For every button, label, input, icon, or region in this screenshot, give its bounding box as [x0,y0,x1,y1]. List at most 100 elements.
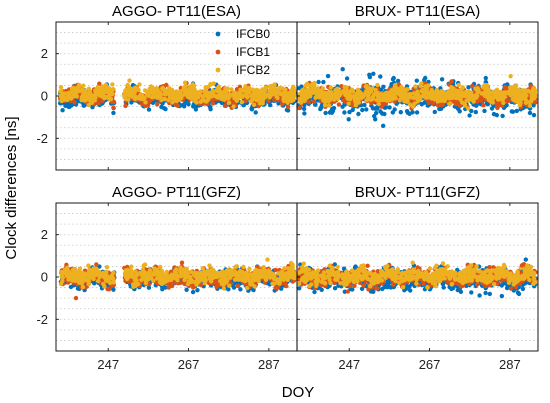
point-ifcb2 [257,101,263,106]
point-ifcb2 [375,82,380,88]
point-ifcb2 [228,275,233,280]
point-ifcb1 [311,99,317,104]
point-ifcb2 [443,96,449,101]
point-ifcb0 [92,281,97,286]
point-ifcb2 [133,96,138,102]
point-ifcb2 [102,96,107,101]
point-ifcb1 [457,103,463,109]
point-ifcb0 [180,102,185,108]
point-ifcb2 [68,95,74,100]
point-ifcb2 [384,98,390,103]
point-ifcb0 [514,108,519,114]
point-ifcb2 [415,99,420,104]
point-ifcb2 [327,90,333,95]
point-ifcb2 [427,91,433,96]
point-ifcb2 [453,92,458,97]
point-ifcb2 [397,98,402,103]
point-ifcb2 [494,87,500,93]
point-ifcb0 [482,108,487,114]
point-ifcb2 [413,84,418,89]
points-brux_esa [297,67,538,128]
point-ifcb2 [319,91,324,96]
point-ifcb0 [97,264,102,269]
point-ifcb2 [193,94,199,99]
point-ifcb2 [243,84,248,89]
y-tick-label: 2 [41,46,48,61]
point-ifcb2 [192,98,198,104]
point-ifcb2 [257,92,262,98]
point-ifcb0 [414,110,420,115]
point-ifcb2 [380,97,386,103]
point-ifcb2 [142,95,147,101]
point-ifcb2 [188,269,194,275]
point-ifcb0 [238,287,243,292]
point-ifcb2 [510,90,516,96]
point-ifcb1 [481,103,486,108]
point-ifcb2 [270,281,275,286]
point-ifcb1 [97,81,102,86]
point-ifcb2 [260,96,265,102]
point-ifcb1 [502,85,507,91]
point-ifcb0 [391,75,396,81]
point-ifcb2 [249,94,255,99]
point-ifcb1 [273,267,278,273]
point-ifcb2 [92,98,98,103]
point-ifcb2 [510,96,516,102]
point-ifcb2 [508,74,513,79]
point-ifcb1 [297,105,302,111]
point-ifcb2 [170,95,175,101]
point-ifcb2 [109,92,114,97]
point-ifcb2 [325,93,330,98]
point-ifcb1 [435,103,441,108]
point-ifcb0 [381,84,386,90]
point-ifcb0 [226,287,231,292]
point-ifcb0 [500,113,505,119]
point-ifcb2 [170,100,175,105]
point-ifcb2 [89,93,95,98]
point-ifcb2 [137,82,142,87]
point-ifcb2 [199,98,204,104]
point-ifcb2 [107,96,112,102]
point-ifcb1 [198,282,204,287]
point-ifcb0 [60,108,65,113]
point-ifcb2 [466,106,471,111]
point-ifcb2 [526,88,531,94]
point-ifcb2 [370,86,375,91]
point-ifcb2 [158,95,163,100]
points-aggo_gfz [58,257,297,301]
point-ifcb0 [302,111,307,116]
point-ifcb2 [344,85,349,90]
point-ifcb2 [302,96,307,101]
point-ifcb2 [80,87,85,92]
point-ifcb2 [111,280,116,285]
point-ifcb0 [404,109,410,114]
point-ifcb2 [335,90,340,96]
point-ifcb2 [353,103,358,108]
point-ifcb2 [58,281,64,287]
point-ifcb2 [260,88,265,94]
point-ifcb2 [190,90,195,96]
point-ifcb0 [381,123,386,128]
point-ifcb0 [419,102,424,107]
point-ifcb1 [243,98,248,103]
point-ifcb0 [350,107,355,113]
point-ifcb2 [325,98,331,104]
point-ifcb2 [373,90,379,95]
point-ifcb2 [251,102,257,108]
point-ifcb2 [86,263,91,268]
point-ifcb0 [249,107,255,112]
point-ifcb2 [84,277,89,283]
point-ifcb2 [507,89,512,94]
point-ifcb2 [289,97,294,103]
point-ifcb2 [412,101,417,106]
point-ifcb1 [166,283,172,288]
point-ifcb0 [184,287,189,292]
point-ifcb2 [226,94,231,99]
point-ifcb0 [318,106,323,112]
point-ifcb0 [364,107,369,112]
point-ifcb2 [111,270,116,275]
point-ifcb2 [183,84,188,89]
point-ifcb0 [473,109,478,115]
point-ifcb2 [423,84,428,89]
